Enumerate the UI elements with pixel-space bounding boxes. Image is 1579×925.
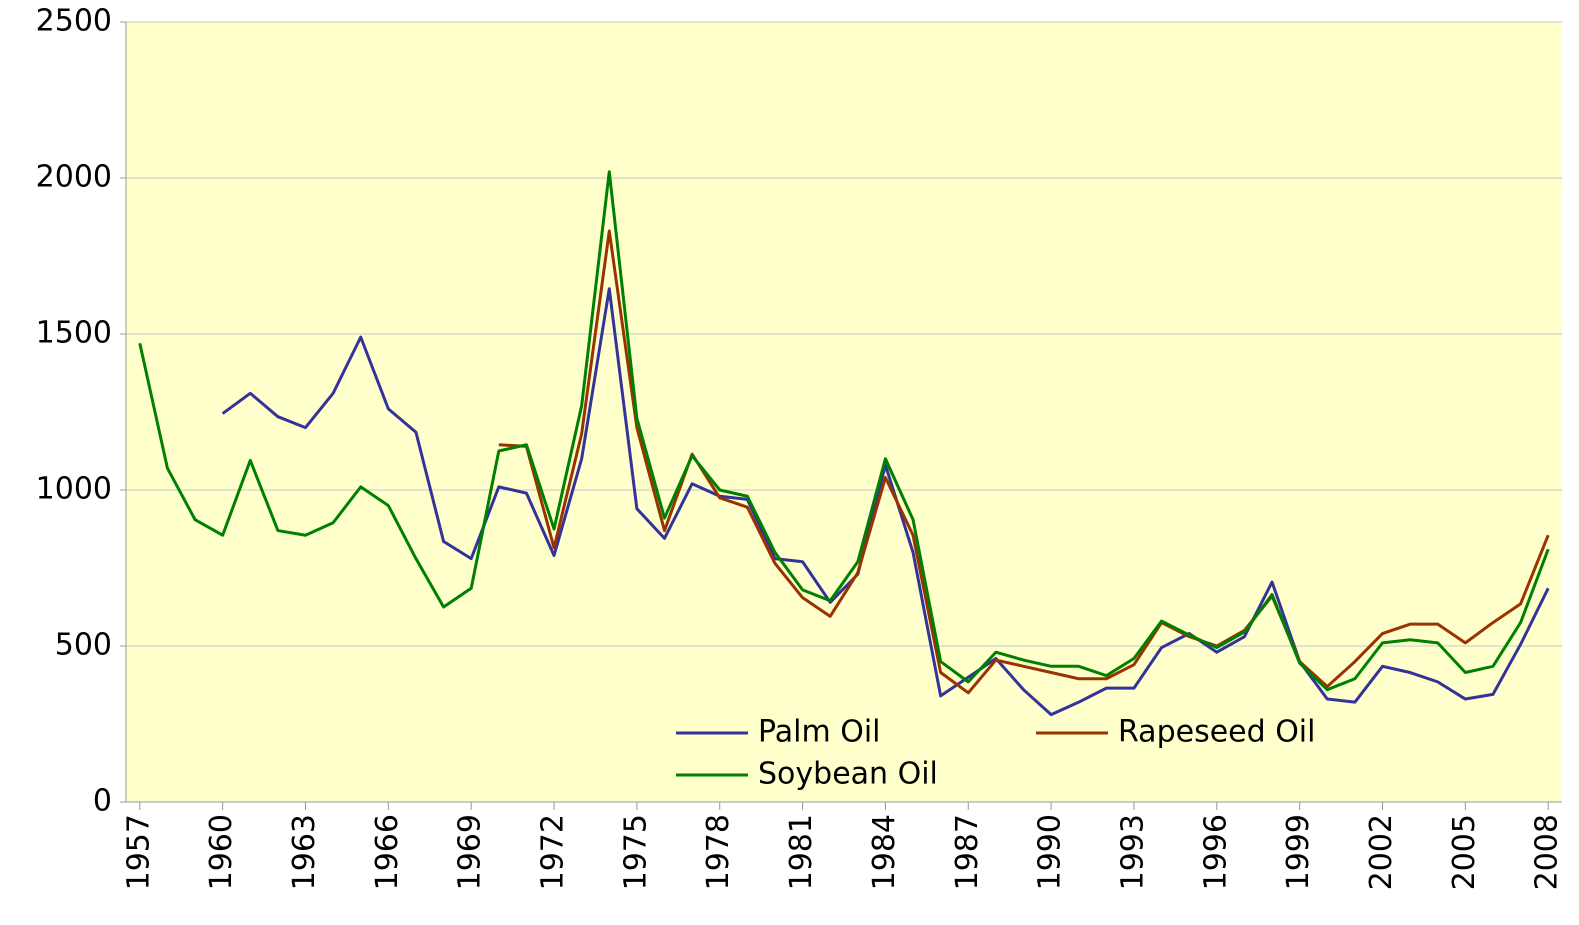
x-tick-label: 1963	[287, 814, 322, 890]
plot-area	[126, 22, 1562, 802]
x-tick-label: 1975	[618, 814, 653, 890]
y-tick-label: 1000	[36, 472, 112, 507]
legend-label: Rapeseed Oil	[1118, 715, 1315, 750]
series-line	[138, 170, 1550, 692]
y-tick-label: 1500	[36, 316, 112, 351]
series-line	[221, 287, 1550, 717]
x-tick-label: 1966	[370, 814, 405, 890]
y-tick-label: 2500	[36, 4, 112, 39]
legend-label: Palm Oil	[758, 715, 881, 750]
x-tick-label: 1957	[121, 814, 156, 890]
x-tick-label: 1960	[204, 814, 239, 890]
y-tick-label: 2000	[36, 160, 112, 195]
x-tick-label: 1996	[1198, 814, 1233, 890]
x-tick-label: 1993	[1115, 814, 1150, 890]
x-tick-label: 1981	[784, 814, 819, 890]
legend-label: Soybean Oil	[758, 757, 938, 792]
x-tick-label: 2008	[1530, 814, 1565, 890]
x-tick-label: 1972	[536, 814, 571, 890]
x-tick-label: 1999	[1281, 814, 1316, 890]
x-tick-label: 1990	[1033, 814, 1068, 890]
x-tick-label: 2005	[1447, 814, 1482, 890]
series-line	[498, 229, 1550, 695]
x-tick-label: 1978	[701, 814, 736, 890]
x-tick-label: 1987	[950, 814, 985, 890]
x-tick-label: 2002	[1364, 814, 1399, 890]
y-tick-label: 0	[93, 784, 112, 819]
x-tick-label: 1984	[867, 814, 902, 890]
x-tick-label: 1969	[453, 814, 488, 890]
y-tick-label: 500	[55, 628, 112, 663]
